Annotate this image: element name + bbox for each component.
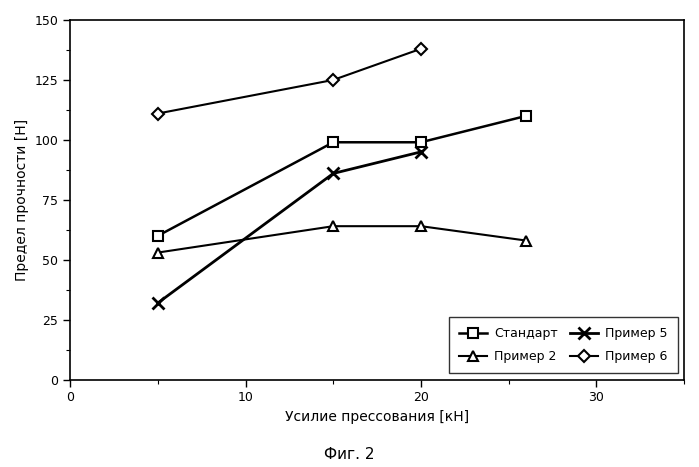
Стандарт: [329, 140, 338, 145]
Legend: Стандарт, Пример 2, Пример 5, Пример 6: Стандарт, Пример 2, Пример 5, Пример 6: [449, 318, 678, 374]
Пример 5: [154, 300, 162, 306]
Стандарт: [154, 233, 162, 239]
Text: Фиг. 2: Фиг. 2: [324, 447, 375, 462]
Пример 2: [522, 238, 531, 243]
Пример 2: [154, 250, 162, 255]
Пример 6: [154, 111, 162, 116]
X-axis label: Усилие прессования [кН]: Усилие прессования [кН]: [285, 410, 469, 424]
Стандарт: [417, 140, 425, 145]
Line: Стандарт: Стандарт: [153, 111, 531, 241]
Line: Пример 2: Пример 2: [153, 221, 531, 257]
Пример 5: [329, 170, 338, 176]
Пример 2: [417, 223, 425, 229]
Пример 2: [329, 223, 338, 229]
Пример 6: [329, 77, 338, 83]
Пример 6: [417, 46, 425, 51]
Пример 5: [417, 149, 425, 155]
Line: Пример 5: Пример 5: [152, 146, 427, 309]
Line: Пример 6: Пример 6: [154, 45, 425, 118]
Стандарт: [522, 113, 531, 119]
Y-axis label: Предел прочности [Н]: Предел прочности [Н]: [15, 119, 29, 281]
